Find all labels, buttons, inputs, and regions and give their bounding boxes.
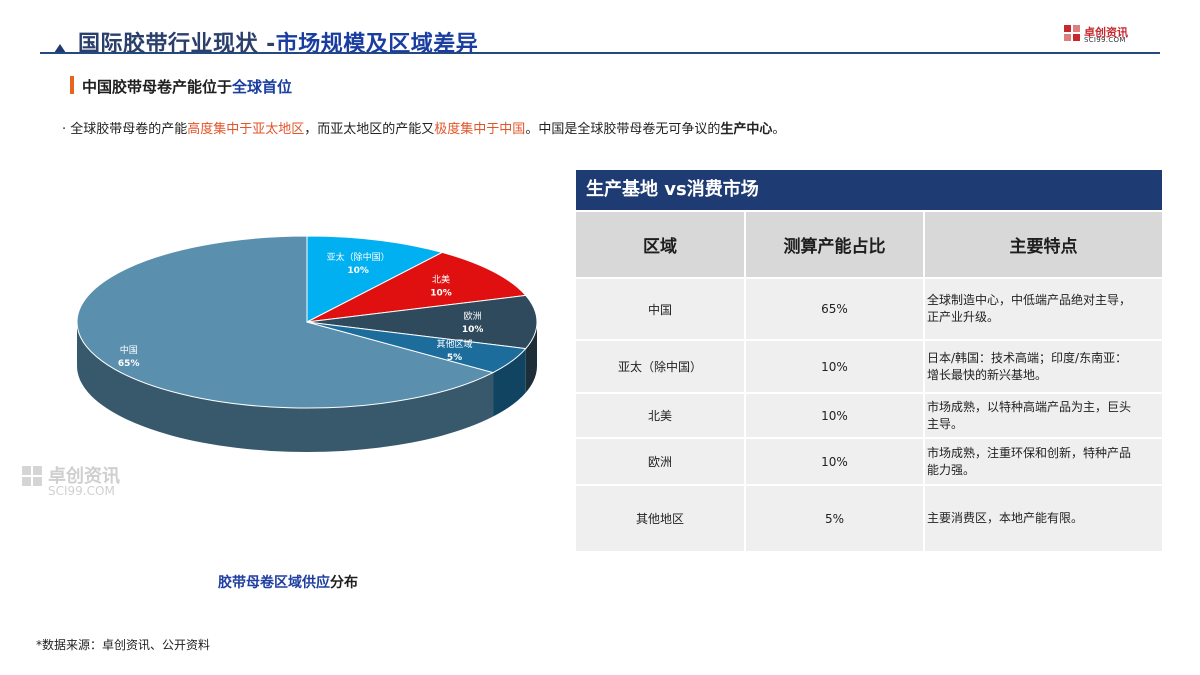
- cell-feature: 主要消费区，本地产能有限。: [924, 485, 1162, 553]
- table-row: 北美 10% 市场成熟，以特种高端产品为主，巨头 主导。: [576, 393, 1162, 439]
- cell-region: 中国: [576, 278, 746, 341]
- pie-label-value: 10%: [347, 266, 369, 276]
- pie-label-category: 北美: [432, 274, 450, 286]
- data-source-note: *数据来源：卓创资讯、公开资料: [36, 638, 211, 652]
- watermark-url: SCI99.COM: [48, 484, 115, 498]
- table-row: 欧洲 10% 市场成熟，注重环保和创新，特种产品 能力强。: [576, 438, 1162, 486]
- watermark-squares-icon: [22, 466, 42, 486]
- cell-feature: 全球制造中心，中低端产品绝对主导， 正产业升级。: [924, 278, 1162, 341]
- title-triangle-icon: [54, 44, 66, 53]
- pie-label-category: 中国: [120, 344, 138, 356]
- logo-name: 卓创资讯: [1084, 26, 1128, 39]
- pie-slice-4: [306, 321, 527, 374]
- feature-line: 主导。: [927, 416, 964, 431]
- bullet-bold: 生产中心: [720, 122, 773, 137]
- pie-slice-side: [77, 322, 494, 452]
- subtitle-prefix: 中国胶带母卷产能位于: [82, 78, 233, 96]
- chart-caption-rest: 分布: [330, 575, 358, 591]
- cell-feature: 日本/韩国：技术高端；印度/东南亚： 增长最快的新兴基地。: [924, 340, 1162, 394]
- bullet-highlight: 极度集中于中国: [434, 122, 526, 137]
- pie-slice-1: [306, 235, 444, 323]
- pie-slice-side: [493, 348, 526, 417]
- pie-slice-0: [76, 235, 495, 409]
- logo-url: SCI99.COM: [1084, 36, 1126, 44]
- brand-logo: 卓创资讯 SCI99.COM: [1064, 24, 1174, 46]
- pie-label-value: 10%: [462, 325, 484, 335]
- pie-label-category: 亚太（除中国）: [327, 251, 390, 263]
- pie-slice-3: [306, 294, 538, 350]
- feature-line: 正产业升级。: [927, 310, 1000, 324]
- feature-line: 主要消费区，本地产能有限。: [927, 511, 1084, 525]
- bullet-part: 。中国是全球胶带母卷无可争议的: [525, 122, 721, 137]
- cell-feature: 市场成熟，以特种高端产品为主，巨头 主导。: [924, 393, 1162, 439]
- pie-label-value: 10%: [430, 289, 452, 299]
- pie-slice-2: [306, 251, 527, 323]
- feature-line: 市场成熟，注重环保和创新，特种产品: [927, 445, 1132, 460]
- header-region: 区域: [576, 212, 746, 279]
- header-share: 测算产能占比: [745, 212, 925, 279]
- table-header-row: 区域 测算产能占比 主要特点: [576, 212, 1162, 279]
- section-subtitle: 中国胶带母卷产能位于全球首位: [82, 76, 292, 97]
- cell-share: 10%: [745, 438, 925, 486]
- cell-share: 65%: [745, 278, 925, 341]
- cell-region: 北美: [576, 393, 746, 439]
- cell-region: 亚太（除中国）: [576, 340, 746, 394]
- cell-region: 其他地区: [576, 485, 746, 553]
- pie-slice-side: [525, 322, 537, 393]
- bullet-part: · 全球胶带母卷的产能: [62, 122, 188, 137]
- pie-label-value: 65%: [118, 359, 140, 369]
- cell-region: 欧洲: [576, 438, 746, 486]
- pie-label-value: 5%: [447, 353, 462, 363]
- header-divider: [40, 52, 1160, 54]
- bullet-part: ，而亚太地区的产能又: [304, 122, 435, 137]
- cell-share: 10%: [745, 393, 925, 439]
- table-title: 生产基地 vs消费市场: [576, 170, 1162, 210]
- comparison-table: 区域 测算产能占比 主要特点 中国 65% 全球制造中心，中低端产品绝对主导， 正…: [576, 212, 1162, 553]
- cell-share: 5%: [745, 485, 925, 553]
- bullet-part: 。: [772, 122, 786, 137]
- table-row: 其他地区 5% 主要消费区，本地产能有限。: [576, 485, 1162, 553]
- feature-line: 增长最快的新兴基地。: [927, 367, 1048, 382]
- pie-label-category: 其他区域: [437, 338, 473, 350]
- cell-share: 10%: [745, 340, 925, 394]
- subtitle-accent-bar: [70, 76, 74, 94]
- feature-line: 市场成熟，以特种高端产品为主，巨头: [927, 399, 1132, 414]
- pie-label-category: 欧洲: [464, 310, 482, 322]
- cell-feature: 市场成熟，注重环保和创新，特种产品 能力强。: [924, 438, 1162, 486]
- watermark-name: 卓创资讯: [48, 466, 120, 487]
- watermark: 卓创资讯 SCI99.COM: [22, 462, 152, 502]
- feature-line: 能力强。: [927, 462, 976, 477]
- chart-caption-accent: 胶带母卷区域供应: [218, 575, 330, 591]
- table-row: 亚太（除中国） 10% 日本/韩国：技术高端；印度/东南亚： 增长最快的新兴基地。: [576, 340, 1162, 394]
- feature-line: 全球制造中心，中低端产品绝对主导，: [927, 293, 1132, 307]
- summary-bullet: · 全球胶带母卷的产能高度集中于亚太地区，而亚太地区的产能又极度集中于中国。中国…: [62, 118, 785, 137]
- pie-chart: 中国 65% 亚太（除中国） 10% 北美 10% 欧洲 10% 其他区域 5%: [76, 235, 538, 452]
- page-header: 国际胶带行业现状 -市场规模及区域差异 卓创资讯 SCI99.COM: [0, 0, 1200, 60]
- feature-line: 日本/韩国：技术高端；印度/东南亚：: [927, 350, 1128, 365]
- comparison-table-panel: 生产基地 vs消费市场 区域 测算产能占比 主要特点 中国 65% 全球制造中心…: [576, 170, 1162, 553]
- header-feature: 主要特点: [924, 212, 1162, 279]
- bullet-highlight: 高度集中于亚太地区: [187, 122, 305, 137]
- chart-caption: 胶带母卷区域供应分布: [218, 572, 358, 592]
- subtitle-highlight: 全球首位: [232, 78, 293, 96]
- table-row: 中国 65% 全球制造中心，中低端产品绝对主导， 正产业升级。: [576, 278, 1162, 341]
- logo-squares-icon: [1064, 25, 1080, 41]
